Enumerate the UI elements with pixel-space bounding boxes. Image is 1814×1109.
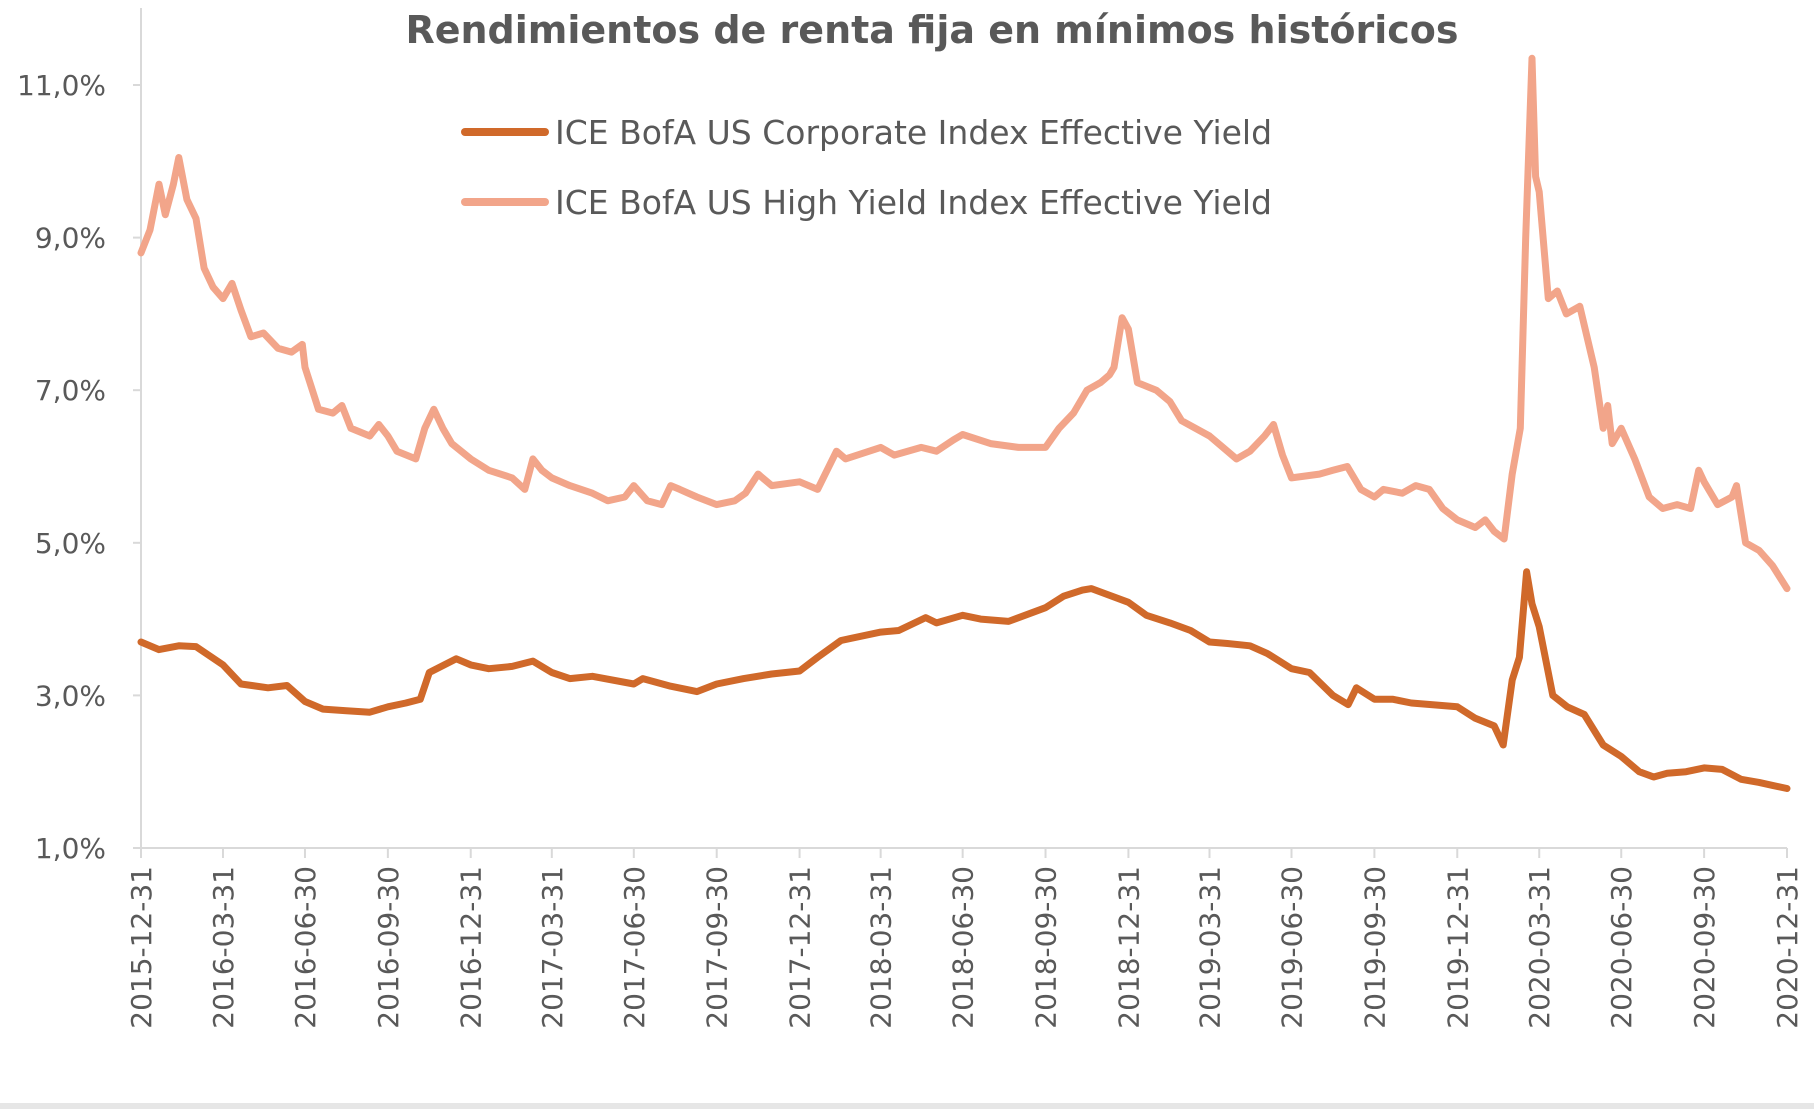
x-tick-label: 2016-09-30 (372, 866, 405, 1029)
x-tick-label: 2018-06-30 (947, 866, 980, 1029)
x-tick-label: 2018-09-30 (1030, 866, 1063, 1029)
x-tick-label: 2019-06-30 (1275, 866, 1308, 1029)
y-tick-label: 5,0% (35, 527, 106, 560)
x-tick-label: 2015-12-31 (125, 866, 158, 1029)
bottom-divider (0, 1103, 1814, 1109)
series-line (137, 568, 1791, 792)
x-tick-label: 2018-03-31 (865, 866, 898, 1029)
x-tick-label: 2020-06-30 (1605, 866, 1638, 1029)
y-tick-label: 3,0% (35, 679, 106, 712)
x-axis: 2015-12-31 2016-03-31 2016-06-30 2016-09-30… (125, 847, 1804, 1029)
x-tick-label: 2017-09-30 (701, 866, 734, 1029)
y-tick-label: 9,0% (35, 222, 106, 255)
x-tick-label: 2019-09-30 (1358, 866, 1391, 1029)
y-tick-label: 1,0% (35, 832, 106, 865)
x-tick-label: 2020-12-31 (1771, 866, 1804, 1029)
x-tick-label: 2017-06-30 (618, 866, 651, 1029)
legend-label: ICE BofA US High Yield Index Effective Y… (555, 183, 1272, 222)
x-tick-label: 2017-03-31 (536, 866, 569, 1029)
series-layer (137, 54, 1791, 792)
x-tick-label: 2016-12-31 (455, 866, 488, 1029)
legend: ICE BofA US Corporate Index Effective Yi… (461, 113, 1272, 222)
x-tick-label: 2020-09-30 (1688, 866, 1721, 1029)
x-tick-label: 2018-12-31 (1112, 866, 1145, 1029)
x-tick-label: 2019-12-31 (1441, 866, 1474, 1029)
x-tick-label: 2019-03-31 (1194, 866, 1227, 1029)
chart-title: Rendimientos de renta fija en mínimos hi… (405, 8, 1459, 52)
y-tick-label: 11,0% (17, 69, 106, 102)
y-axis: 1,0% 3,0% 5,0% 7,0% 9,0% 11,0% (17, 8, 142, 865)
series-line (137, 54, 1791, 593)
x-tick-label: 2017-12-31 (784, 866, 817, 1029)
x-tick-label: 2020-03-31 (1523, 866, 1556, 1029)
x-tick-label: 2016-03-31 (207, 866, 240, 1029)
legend-label: ICE BofA US Corporate Index Effective Yi… (555, 113, 1272, 152)
x-tick-label: 2016-06-30 (289, 866, 322, 1029)
y-tick-label: 7,0% (35, 374, 106, 407)
